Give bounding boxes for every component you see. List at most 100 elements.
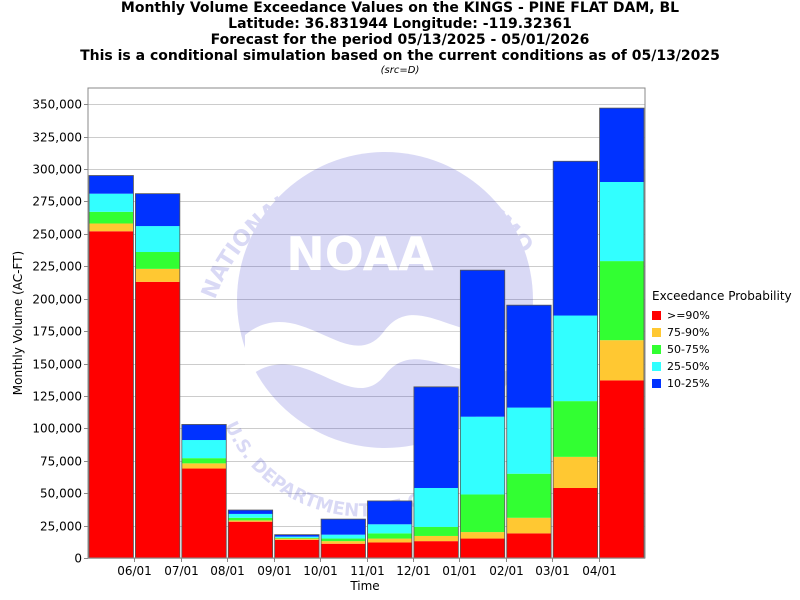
bar-segment bbox=[181, 424, 227, 441]
legend-item: 10-25% bbox=[652, 375, 792, 392]
bar-stack-05-2025 bbox=[88, 175, 134, 559]
bar-segment bbox=[228, 521, 273, 558]
bar-segment bbox=[181, 463, 227, 469]
y-tick-label: 350,000 bbox=[32, 98, 82, 112]
y-tick-label: 325,000 bbox=[32, 131, 82, 145]
bar-segment bbox=[460, 494, 505, 533]
bar-segment bbox=[367, 538, 412, 543]
y-tick-label: 75,000 bbox=[40, 455, 82, 469]
bar-segment bbox=[553, 456, 598, 488]
bar-segment bbox=[460, 270, 505, 417]
bar-segment bbox=[321, 541, 366, 544]
bar-segment bbox=[321, 538, 366, 542]
legend-title: Exceedance Probability bbox=[652, 289, 792, 303]
y-axis-label: Monthly Volume (AC-FT) bbox=[11, 251, 25, 395]
bar-segment bbox=[274, 536, 320, 538]
legend-label: 50-75% bbox=[667, 343, 710, 356]
bar-segment bbox=[321, 543, 366, 558]
x-tick-label: 04/01 bbox=[582, 564, 617, 578]
legend-item: 75-90% bbox=[652, 324, 792, 341]
x-tick-label: 07/01 bbox=[164, 564, 199, 578]
bar-segment bbox=[89, 231, 134, 558]
y-tick-label: 225,000 bbox=[32, 260, 82, 274]
bar-segment bbox=[413, 535, 459, 542]
bar-segment bbox=[506, 407, 552, 474]
legend-swatch bbox=[652, 362, 661, 371]
bar-segment bbox=[89, 223, 134, 232]
bar-segment bbox=[135, 268, 180, 282]
noaa-logo-text: NOAA bbox=[286, 227, 434, 281]
y-tick-label: 0 bbox=[74, 552, 82, 566]
y-tick-label: 300,000 bbox=[32, 163, 82, 177]
legend: Exceedance Probability >=90% 75-90% 50-75%… bbox=[652, 289, 792, 392]
bar-segment bbox=[135, 226, 180, 253]
bar-segment bbox=[460, 532, 505, 539]
bar-segment bbox=[413, 386, 459, 488]
bar-segment bbox=[553, 161, 598, 316]
bar-segment bbox=[506, 305, 552, 408]
y-tick-label: 150,000 bbox=[32, 358, 82, 372]
legend-label: 10-25% bbox=[667, 377, 710, 390]
bar-segment bbox=[89, 175, 134, 194]
y-tick-label: 125,000 bbox=[32, 390, 82, 404]
y-tick-label: 250,000 bbox=[32, 228, 82, 242]
chart-source: (src=D) bbox=[380, 65, 420, 76]
x-tick-label: 03/01 bbox=[535, 564, 570, 578]
bar-segment bbox=[274, 537, 320, 539]
chart-location: Latitude: 36.831944 Longitude: -119.3236… bbox=[228, 16, 572, 32]
legend-items: >=90% 75-90% 50-75% 25-50% 10-25% bbox=[652, 307, 792, 392]
bar-segment bbox=[274, 539, 320, 558]
bar-stack-09-2025 bbox=[274, 534, 320, 559]
legend-swatch bbox=[652, 345, 661, 354]
bar-segment bbox=[413, 487, 459, 527]
legend-label: >=90% bbox=[667, 309, 710, 322]
plot-border bbox=[87, 87, 646, 559]
bar-stack-10-2025 bbox=[320, 518, 366, 559]
bar-segment bbox=[274, 538, 320, 540]
bar-segment bbox=[460, 416, 505, 495]
bar-stack-11-2025 bbox=[367, 500, 413, 559]
bar-segment bbox=[228, 510, 273, 514]
x-axis-label: Time bbox=[349, 579, 379, 593]
x-tick-label: 10/01 bbox=[303, 564, 338, 578]
bar-segment bbox=[135, 193, 180, 227]
bar-stack-04-2026 bbox=[599, 107, 645, 559]
bar-segment bbox=[506, 473, 552, 518]
y-tick-label: 100,000 bbox=[32, 422, 82, 436]
noaa-logo-circle bbox=[237, 152, 533, 448]
bar-stack-12-2025 bbox=[413, 386, 459, 559]
noaa-logo-wave bbox=[245, 315, 530, 389]
bar-segment bbox=[274, 534, 320, 537]
y-tick-label: 175,000 bbox=[32, 325, 82, 339]
bar-segment bbox=[321, 534, 366, 539]
bar-segment bbox=[89, 193, 134, 212]
bar-segment bbox=[367, 542, 412, 558]
bars bbox=[88, 107, 645, 559]
legend-swatch bbox=[652, 311, 661, 320]
y-tick-label: 200,000 bbox=[32, 293, 82, 307]
bar-segment bbox=[181, 458, 227, 464]
chart-title: Monthly Volume Exceedance Values on the … bbox=[120, 0, 680, 16]
x-tick-label: 09/01 bbox=[257, 564, 292, 578]
bar-stack-07-2025 bbox=[181, 424, 227, 559]
bar-segment bbox=[321, 519, 366, 535]
bar-segment bbox=[553, 315, 598, 402]
y-tick-label: 275,000 bbox=[32, 195, 82, 209]
bar-segment bbox=[506, 517, 552, 534]
bar-segment bbox=[181, 468, 227, 558]
bar-stack-02-2026 bbox=[506, 304, 552, 559]
bar-segment bbox=[181, 440, 227, 459]
bar-segment bbox=[599, 108, 644, 182]
x-tick-label: 08/01 bbox=[210, 564, 245, 578]
bar-segment bbox=[460, 538, 505, 558]
bar-segment bbox=[89, 211, 134, 224]
y-tick-label: 50,000 bbox=[40, 487, 82, 501]
bar-segment bbox=[599, 261, 644, 341]
bar-segment bbox=[135, 281, 180, 558]
x-tick-label: 11/01 bbox=[350, 564, 385, 578]
x-tick-label: 12/01 bbox=[396, 564, 431, 578]
bar-segment bbox=[367, 524, 412, 534]
y-axis: 0 25,000 50,000 75,000 100,000 125,000 150,000… bbox=[32, 98, 88, 566]
bar-segment bbox=[228, 517, 273, 521]
